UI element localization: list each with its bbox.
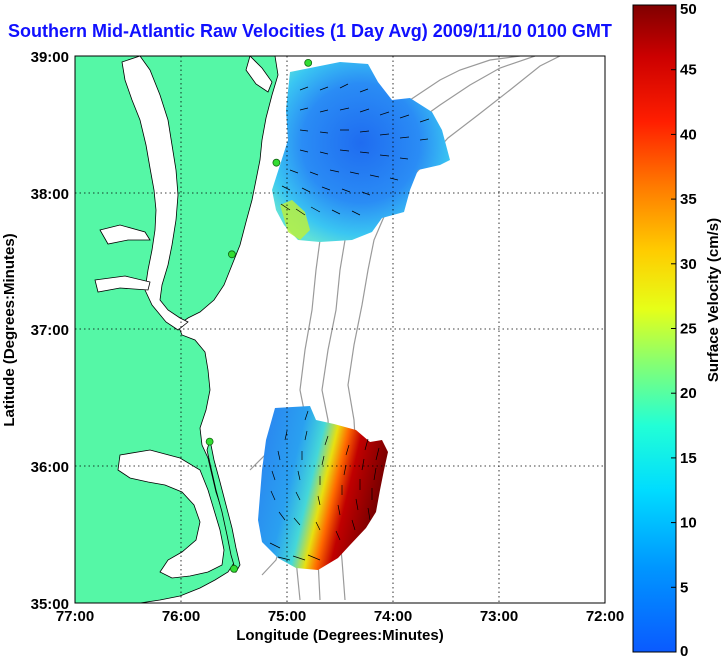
velocity-field-north-edge [280, 200, 310, 240]
velocity-vectors [269, 83, 430, 561]
radar-station-marker [304, 58, 313, 67]
colorbar-tick-label: 30 [680, 256, 697, 273]
radar-station-marker [272, 158, 281, 167]
x-axis-label: Longitude (Degrees:Minutes) [236, 627, 444, 644]
x-tick-label: 75:00 [268, 608, 306, 625]
y-tick-label: 37:00 [31, 322, 69, 339]
radar-station-marker [230, 564, 238, 573]
pamlico-sound [117, 449, 225, 579]
x-tick-label: 74:00 [374, 608, 412, 625]
colorbar-gradient [632, 4, 677, 653]
bay-tributary [94, 275, 151, 293]
graticule [75, 56, 605, 603]
map-title: Southern Mid-Atlantic Raw Velocities (1 … [8, 21, 612, 41]
y-tick-label: 39:00 [31, 49, 69, 66]
y-axis: 39:00 38:00 37:00 36:00 35:00 Latitude (… [1, 49, 69, 613]
y-tick-label: 38:00 [31, 186, 69, 203]
plot-frame [74, 55, 606, 604]
x-axis: 77:00 76:00 75:00 74:00 73:00 72:00 Long… [56, 608, 624, 644]
velocity-field-south [258, 406, 388, 570]
colorbar-tick-label: 50 [680, 1, 697, 18]
x-tick-label: 72:00 [586, 608, 624, 625]
y-tick-label: 35:00 [31, 596, 69, 613]
chesapeake-bay [121, 56, 189, 331]
bay-tributary [99, 224, 151, 245]
colorbar-tick-label: 15 [680, 450, 697, 467]
colorbar-tick-label: 25 [680, 321, 697, 338]
colorbar-tick-label: 5 [680, 579, 688, 596]
colorbar-tick-label: 45 [680, 62, 697, 79]
x-tick-label: 76:00 [162, 608, 200, 625]
colorbar-label: Surface Velocity (cm/s) [705, 218, 722, 382]
colorbar-tick-label: 20 [680, 385, 697, 402]
radar-stations [205, 58, 313, 573]
colorbar-tick-label: 0 [680, 643, 688, 659]
delaware-bay [245, 56, 273, 93]
radar-station-marker [227, 250, 236, 259]
x-tick-label: 73:00 [480, 608, 518, 625]
y-axis-label: Latitude (Degrees:Minutes) [1, 233, 18, 426]
colorbar: 0 5 10 15 20 25 30 35 40 45 50 Surface Velocity (c… [632, 1, 722, 659]
radar-station-marker [205, 437, 214, 446]
x-tick-label: 77:00 [56, 608, 94, 625]
colorbar-tick-label: 35 [680, 191, 697, 208]
colorbar-tick-label: 40 [680, 126, 697, 143]
y-tick-label: 36:00 [31, 459, 69, 476]
colorbar-tick-label: 10 [680, 515, 697, 532]
